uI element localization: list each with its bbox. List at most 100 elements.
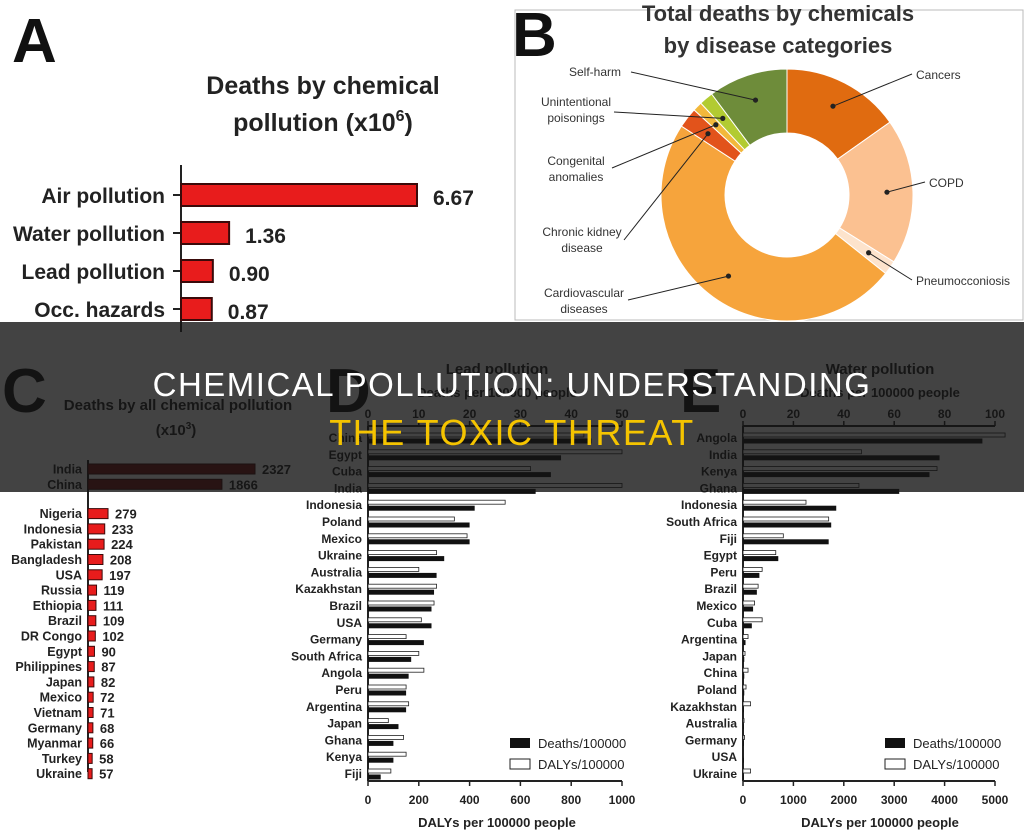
panel-e-bottom-tick-label: 2000 <box>830 793 857 807</box>
panel-d-deaths-bar <box>368 707 407 713</box>
panel-c-category-label: Indonesia <box>24 522 83 536</box>
panel-d-deaths-bar <box>368 774 381 780</box>
panel-e-deaths-bar <box>743 589 757 595</box>
panel-d-category-label: Brazil <box>329 599 362 613</box>
panel-e-legend-deaths-swatch <box>885 738 905 748</box>
panel-e-dalys-bar <box>742 499 807 505</box>
panel-b-title: Total deaths by chemicals <box>642 1 914 26</box>
panel-e-dalys-bar <box>742 735 745 740</box>
panel-c-value-label: 197 <box>109 568 131 583</box>
panel-c-bar <box>87 737 94 749</box>
panel-d-category-label: Germany <box>310 633 362 647</box>
panel-c-category-label: Turkey <box>42 752 82 766</box>
panel-b-leader-line <box>627 275 729 301</box>
panel-c-value-label: 82 <box>101 675 115 690</box>
panel-e-category-label: South Africa <box>666 515 737 529</box>
panel-c-value-label: 87 <box>101 660 115 675</box>
panel-e-category-label: Brazil <box>704 582 737 596</box>
panel-d-category-label: Australia <box>311 565 363 579</box>
panel-b-leader-line <box>630 71 756 101</box>
panel-e-dalys-bar <box>742 684 747 690</box>
panel-c-value-label: 233 <box>112 522 134 537</box>
panel-d-bottom-tick-label: 200 <box>409 793 429 807</box>
panel-b-leader-line <box>611 124 717 169</box>
panel-c-value-label: 68 <box>100 721 114 736</box>
panel-c-value-label: 102 <box>102 629 124 644</box>
title-banner <box>0 322 1024 492</box>
panel-c-value-label: 58 <box>99 751 113 766</box>
panel-letter-b: B <box>512 1 557 70</box>
panel-c-value-label: 119 <box>104 583 125 598</box>
panel-e-category-label: Indonesia <box>681 498 737 512</box>
banner-title-line2: THE TOXIC THREAT <box>329 412 695 453</box>
panel-e-deaths-bar <box>743 606 754 612</box>
panel-d-category-label: Indonesia <box>306 498 362 512</box>
panel-c-value-label: 224 <box>111 537 133 552</box>
panel-a-category-label: Water pollution <box>13 223 165 246</box>
panel-d-deaths-bar <box>368 539 470 545</box>
panel-b-chart: Total deaths by chemicals by disease cate… <box>514 1 1024 322</box>
panel-d-bottom-tick-label: 800 <box>561 793 581 807</box>
panel-d-deaths-bar <box>368 757 394 763</box>
panel-e-dalys-bar <box>742 516 830 522</box>
panel-e-deaths-bar <box>743 522 832 528</box>
panel-b-leader-dot <box>752 97 759 103</box>
panel-e-deaths-bar <box>743 757 744 763</box>
panel-c-bar <box>87 630 96 642</box>
panel-c-bar <box>87 508 109 520</box>
panel-d-category-label: Poland <box>322 515 362 529</box>
panel-e-bottom-tick-label: 5000 <box>982 793 1009 807</box>
panel-d-category-label: South Africa <box>291 649 362 663</box>
panel-c-category-label: Vietnam <box>34 706 82 720</box>
banner-title-line1: CHEMICAL POLLUTION: UNDERSTANDING <box>152 366 872 403</box>
panel-d-bottom-axis-label: DALYs per 100000 people <box>418 815 576 830</box>
panel-a-category-label: Occ. hazards <box>34 299 165 322</box>
panel-e-bottom-tick-label: 0 <box>740 793 747 807</box>
panel-e-deaths-bar <box>743 774 744 780</box>
panel-d-dalys-bar <box>367 617 422 623</box>
panel-b-annotation: Unintentional <box>541 95 611 109</box>
panel-c-category-label: Russia <box>41 584 83 598</box>
panel-b-annotation: COPD <box>929 176 964 190</box>
panel-d-dalys-bar <box>367 499 506 505</box>
panel-e-dalys-bar <box>742 600 755 606</box>
panel-b-leader-dot <box>713 122 719 128</box>
panel-d-dalys-bar <box>367 735 404 740</box>
panel-a-value-label: 1.36 <box>245 225 286 248</box>
panel-e-deaths-bar <box>743 623 752 629</box>
panel-b-annotation: diseases <box>560 302 607 316</box>
panel-b-leader-line <box>832 73 913 107</box>
panel-c-value-label: 109 <box>103 614 125 629</box>
panel-c-category-label: Bangladesh <box>11 553 82 567</box>
panel-e-category-label: USA <box>712 750 738 764</box>
panel-d-dalys-bar <box>367 600 435 606</box>
panel-e-legend-deaths-label: Deaths/100000 <box>913 736 1001 751</box>
panel-b-annotation: Chronic kidney <box>542 225 621 239</box>
panel-a-bar <box>180 297 213 321</box>
panel-b-annotation: Pneumocconiosis <box>916 274 1010 288</box>
panel-c-category-label: Mexico <box>40 691 83 705</box>
panel-b-annotation: Self-harm <box>569 65 621 79</box>
panel-d-bottom-tick-label: 600 <box>510 793 530 807</box>
panel-c-category-label: DR Congo <box>21 630 82 644</box>
panel-d-deaths-bar <box>368 640 424 646</box>
panel-c-bar <box>87 722 94 734</box>
panel-b-leader-dot <box>866 250 872 256</box>
panel-e-category-label: Egypt <box>704 549 737 563</box>
panel-e-dalys-bar <box>742 701 751 707</box>
panel-b-leader-dot <box>830 103 836 109</box>
panel-d-dalys-bar <box>367 583 437 589</box>
panel-d-deaths-bar <box>368 673 409 679</box>
panel-e-category-label: Germany <box>685 733 737 747</box>
panel-a-category-label: Lead pollution <box>22 261 165 284</box>
panel-c-value-label: 111 <box>103 598 123 613</box>
panel-e-bottom-tick-label: 1000 <box>780 793 807 807</box>
panel-d-dalys-bar <box>367 550 437 555</box>
panel-d-dalys-bar <box>367 684 407 690</box>
panel-c-bar <box>87 569 103 581</box>
panel-e-deaths-bar <box>743 656 745 662</box>
panel-b-annotation: Cardiovascular <box>544 286 624 300</box>
panel-d-category-label: Kazakhstan <box>295 582 362 596</box>
panel-d-dalys-bar <box>367 718 389 723</box>
panel-c-bar <box>87 752 93 764</box>
